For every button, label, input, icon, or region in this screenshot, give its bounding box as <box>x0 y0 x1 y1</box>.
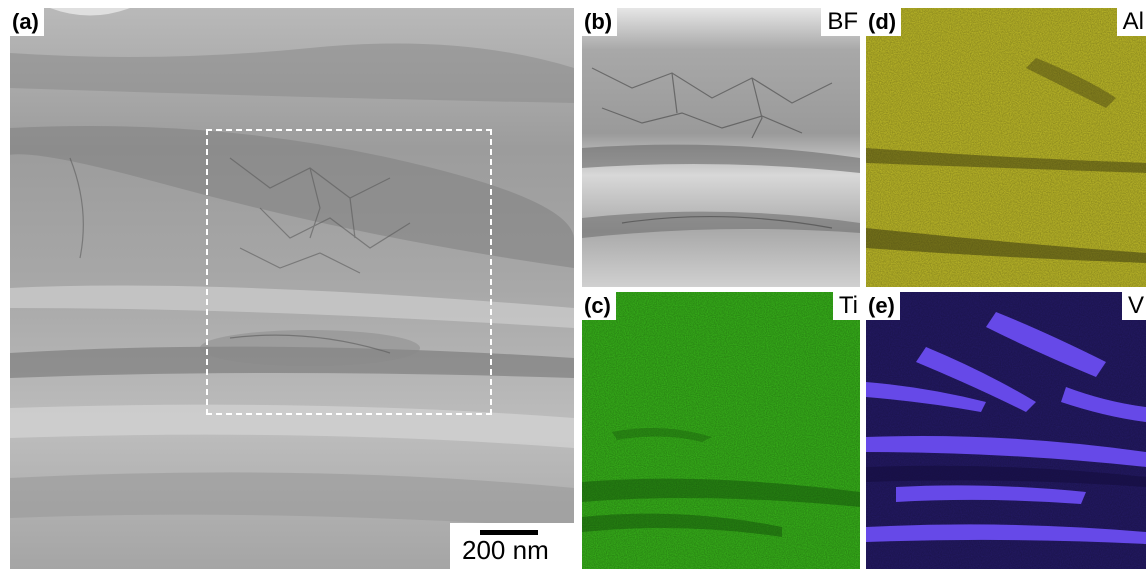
signal-label-ti: Ti <box>832 292 860 320</box>
panel-a-tem-image: (a) 200 nm <box>10 8 574 569</box>
scale-bar-label: 200 nm <box>462 535 549 565</box>
panel-e-v-map: (e) V <box>866 292 1146 569</box>
scale-bar-line <box>480 530 538 535</box>
panel-b-bf-image: (b) BF <box>582 8 860 287</box>
signal-label-bf: BF <box>821 8 860 36</box>
tem-micrograph-a <box>10 8 574 569</box>
panel-label-a: (a) <box>10 8 44 36</box>
eds-map-ti <box>582 292 860 569</box>
eds-map-al <box>866 8 1146 287</box>
signal-label-al: Al <box>1116 8 1146 36</box>
panel-label-d: (d) <box>866 8 902 36</box>
tem-micrograph-b <box>582 8 860 287</box>
signal-label-v: V <box>1121 292 1146 320</box>
panel-label-e: (e) <box>866 292 900 320</box>
panel-label-c: (c) <box>582 292 616 320</box>
panel-c-ti-map: (c) Ti <box>582 292 860 569</box>
region-of-interest-box <box>206 129 492 415</box>
eds-map-v <box>866 292 1146 569</box>
panel-label-b: (b) <box>582 8 618 36</box>
panel-d-al-map: (d) Al <box>866 8 1146 287</box>
scale-bar: 200 nm <box>450 523 574 569</box>
